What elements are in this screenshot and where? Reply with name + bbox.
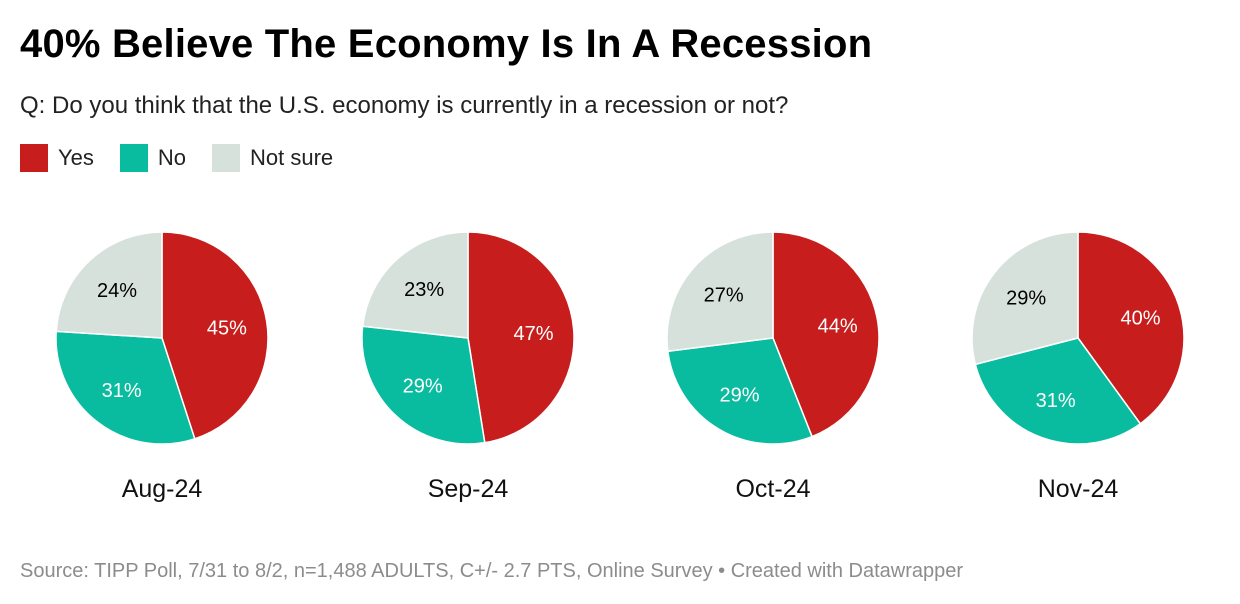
pie-month-label: Sep-24 [428, 475, 509, 503]
pie-month-label: Aug-24 [122, 475, 203, 503]
pie-sep-24: 47% 29% 23% Sep-24 [361, 231, 575, 503]
pie-slice-not-sure [55, 231, 163, 339]
pie-slice-no [361, 325, 486, 445]
pie-slice-not-sure [666, 231, 774, 353]
pie-slice-not-sure [971, 231, 1079, 366]
legend-item-not-sure: Not sure [212, 144, 333, 172]
pie-charts-svg: 45% 31% 24% Aug-24 47% 29% 23% Sep-24 44% 29% 27% O… [55, 231, 1185, 503]
pie-aug-24: 45% 31% 24% Aug-24 [55, 231, 269, 503]
pie-value-label-not-sure: 23% [404, 279, 444, 301]
pie-slice-yes [1077, 231, 1185, 425]
legend-item-yes: Yes [20, 144, 94, 172]
pie-value-label-no: 29% [719, 385, 759, 407]
legend-swatch-no [119, 144, 148, 172]
chart-title: 40% Believe The Economy Is In A Recessio… [20, 22, 873, 66]
pie-value-label-not-sure: 29% [1006, 288, 1046, 310]
pie-slice-no [55, 330, 196, 445]
pie-value-label-yes: 47% [513, 323, 553, 345]
pie-value-label-yes: 45% [207, 318, 247, 340]
legend-swatch-yes [20, 144, 48, 172]
pie-slice-yes [772, 231, 880, 438]
pie-slice-no [974, 337, 1142, 445]
legend-label-not-sure: Not sure [250, 145, 334, 170]
source-footer: Source: TIPP Poll, 7/31 to 8/2, n=1,488 … [20, 560, 964, 582]
pie-value-label-no: 31% [1036, 390, 1076, 412]
pie-oct-24: 44% 29% 27% Oct-24 [666, 231, 880, 503]
legend: Yes No Not sure [20, 144, 359, 172]
pie-slice-no [667, 337, 813, 445]
pie-slice-not-sure [361, 231, 469, 339]
legend-item-no: No [119, 144, 187, 172]
legend-label-yes: Yes [58, 145, 94, 170]
pie-nov-24: 40% 31% 29% Nov-24 [971, 231, 1185, 503]
pie-value-label-not-sure: 27% [704, 285, 744, 307]
pie-value-label-not-sure: 24% [97, 280, 137, 302]
pie-value-label-no: 29% [403, 376, 443, 398]
pie-month-label: Nov-24 [1038, 475, 1119, 503]
pie-value-label-yes: 44% [818, 316, 858, 338]
legend-label-no: No [157, 145, 187, 170]
pie-value-label-no: 31% [102, 380, 142, 402]
pie-value-label-yes: 40% [1120, 308, 1160, 330]
pie-month-label: Oct-24 [735, 475, 810, 503]
legend-swatch-not-sure [212, 144, 241, 172]
pie-slice-yes [161, 231, 269, 440]
chart-subtitle: Q: Do you think that the U.S. economy is… [20, 92, 789, 119]
pie-charts-area: 45% 31% 24% Aug-24 47% 29% 23% Sep-24 44% 29% 27% O… [0, 220, 1240, 520]
pie-slice-yes [467, 231, 575, 444]
